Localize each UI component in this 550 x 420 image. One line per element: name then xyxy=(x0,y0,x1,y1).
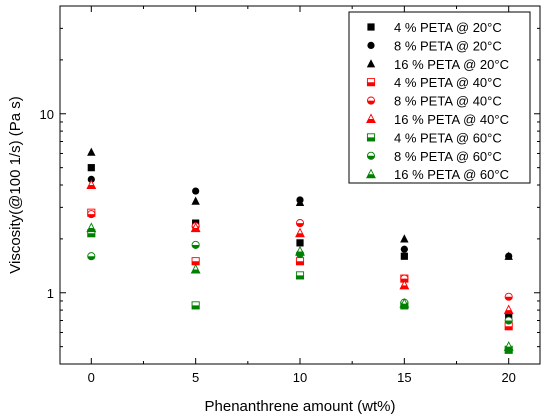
legend-marker xyxy=(366,113,376,124)
data-point xyxy=(86,222,97,233)
data-point xyxy=(192,187,200,195)
data-point xyxy=(295,227,305,238)
data-point xyxy=(295,197,305,206)
data-point xyxy=(295,219,305,228)
x-tick-label: 10 xyxy=(293,370,307,385)
series-0 xyxy=(87,164,513,319)
legend-marker xyxy=(366,78,376,87)
legend-item: 4 % PETA @ 40°C xyxy=(366,75,502,90)
x-tick-label: 20 xyxy=(501,370,515,385)
legend-item: 16 % PETA @ 40°C xyxy=(366,112,509,127)
data-point xyxy=(400,252,408,260)
data-point xyxy=(504,316,513,325)
y-tick-label: 10 xyxy=(40,107,54,122)
legend-marker xyxy=(366,151,376,160)
legend-item: 8 % PETA @ 60°C xyxy=(366,149,502,164)
data-point xyxy=(503,304,514,315)
legend-marker xyxy=(366,133,376,142)
legend-label: 16 % PETA @ 20°C xyxy=(394,57,509,72)
legend-label: 4 % PETA @ 60°C xyxy=(394,130,502,145)
legend-marker xyxy=(366,168,376,179)
data-point xyxy=(87,147,96,156)
legend-item: 4 % PETA @ 20°C xyxy=(367,20,502,35)
x-axis-title: Phenanthrene amount (wt%) xyxy=(205,398,396,415)
x-tick-label: 5 xyxy=(192,370,199,385)
legend-marker xyxy=(367,23,375,31)
data-point xyxy=(190,263,201,274)
data-points-layer xyxy=(86,147,514,354)
data-point xyxy=(295,245,305,256)
legend-label: 4 % PETA @ 40°C xyxy=(394,75,502,90)
data-point xyxy=(503,341,514,351)
data-point xyxy=(400,234,409,243)
data-point xyxy=(191,257,200,266)
legend-label: 8 % PETA @ 40°C xyxy=(394,94,502,109)
series-8 xyxy=(86,222,514,351)
legend-item: 8 % PETA @ 40°C xyxy=(366,94,502,109)
legend-marker xyxy=(366,96,376,105)
series-3 xyxy=(87,208,513,331)
data-point xyxy=(505,311,513,319)
legend-box xyxy=(348,11,531,184)
legend-marker xyxy=(366,59,376,68)
legend-item: 16 % PETA @ 20°C xyxy=(366,57,509,72)
data-point xyxy=(399,279,410,290)
series-5 xyxy=(86,179,514,315)
series-2 xyxy=(87,147,513,260)
data-point xyxy=(295,257,305,266)
data-point xyxy=(87,164,95,172)
x-tick-label: 0 xyxy=(88,370,95,385)
data-point xyxy=(86,179,97,190)
legend-label: 4 % PETA @ 20°C xyxy=(394,20,502,35)
data-point xyxy=(296,239,304,247)
data-point xyxy=(400,245,408,253)
legend-label: 16 % PETA @ 60°C xyxy=(394,167,509,182)
legend: 4 % PETA @ 20°C 8 % PETA @ 20°C 16 % PETA … xyxy=(348,11,531,184)
axis-ticks-layer: 0 5 10 15 20 1 10 xyxy=(40,5,540,385)
data-point xyxy=(295,271,305,280)
legend-item: 4 % PETA @ 60°C xyxy=(366,130,502,145)
data-point xyxy=(504,292,513,301)
legend-label: 8 % PETA @ 60°C xyxy=(394,149,502,164)
data-point xyxy=(504,251,513,260)
data-point xyxy=(191,301,200,310)
x-tick-label: 15 xyxy=(397,370,411,385)
data-point xyxy=(399,298,410,308)
data-point xyxy=(87,210,96,219)
data-point xyxy=(87,175,95,183)
data-point xyxy=(191,196,200,205)
data-point xyxy=(87,252,96,261)
y-axis-title: Viscosity(@100 1/s) (Pa s) xyxy=(7,96,24,274)
legend-marker xyxy=(367,41,375,50)
legend-item: 8 % PETA @ 20°C xyxy=(367,38,502,53)
data-point xyxy=(191,240,200,249)
data-point xyxy=(190,222,201,233)
legend-label: 8 % PETA @ 20°C xyxy=(394,38,502,53)
y-tick-label: 1 xyxy=(47,286,54,301)
legend-item: 16 % PETA @ 60°C xyxy=(366,167,509,182)
legend-label: 16 % PETA @ 40°C xyxy=(394,112,509,127)
